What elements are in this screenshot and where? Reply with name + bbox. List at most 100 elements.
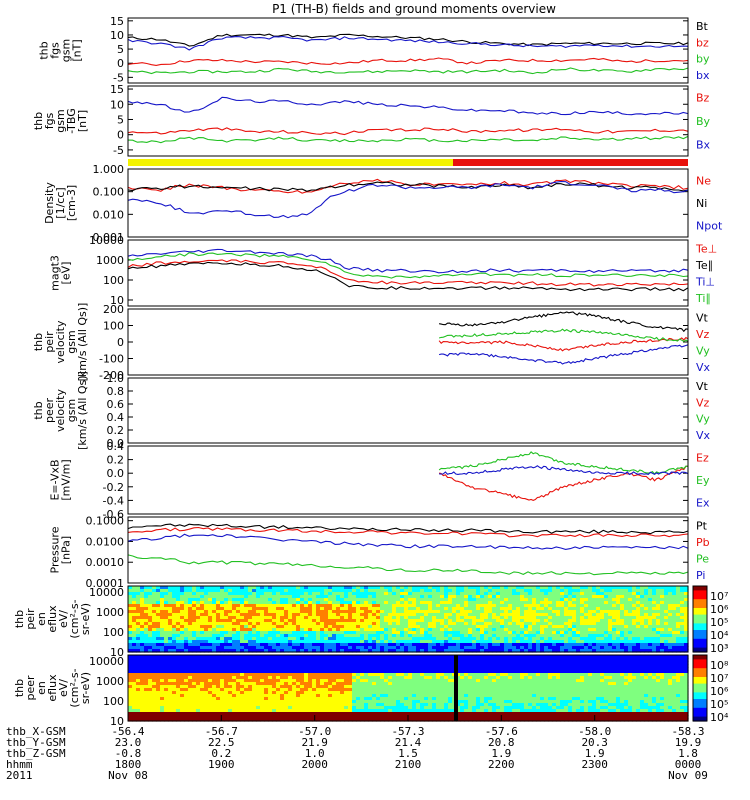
spectrogram-cell: [280, 706, 285, 710]
spectrogram-cell: [204, 586, 209, 590]
spectrogram-cell: [388, 673, 393, 677]
spectrogram-cell: [392, 712, 397, 716]
spectrogram-cell: [316, 619, 321, 623]
spectrogram-cell: [336, 673, 341, 677]
spectrogram-cell: [172, 718, 177, 722]
spectrogram-cell: [528, 619, 533, 623]
spectrogram-cell: [504, 640, 509, 644]
spectrogram-cell: [224, 610, 229, 614]
spectrogram-cell: [192, 640, 197, 644]
spectrogram-cell: [544, 643, 549, 647]
spectrogram-cell: [644, 613, 649, 617]
y-axis-label: [eV]: [60, 262, 73, 285]
spectrogram-cell: [192, 706, 197, 710]
spectrogram-cell: [296, 670, 301, 674]
spectrogram-cell: [356, 619, 361, 623]
spectrogram-cell: [552, 601, 557, 605]
spectrogram-cell: [328, 604, 333, 608]
spectrogram-cell: [292, 589, 297, 593]
spectrogram-cell: [592, 631, 597, 635]
spectrogram-cell: [164, 628, 169, 632]
spectrogram-cell: [268, 589, 273, 593]
spectrogram-cell: [240, 649, 245, 653]
spectrogram-cell: [628, 598, 633, 602]
spectrogram-cell: [484, 637, 489, 641]
spectrogram-cell: [296, 712, 301, 716]
spectrogram-cell: [324, 592, 329, 596]
spectrogram-cell: [184, 691, 189, 695]
spectrogram-cell: [160, 604, 165, 608]
spectrogram-cell: [272, 598, 277, 602]
spectrogram-cell: [424, 649, 429, 653]
spectrogram-cell: [140, 667, 145, 671]
spectrogram-cell: [360, 715, 365, 719]
spectrogram-cell: [432, 604, 437, 608]
spectrogram-cell: [348, 661, 353, 665]
spectrogram-cell: [368, 679, 373, 683]
spectrogram-cell: [580, 643, 585, 647]
spectrogram-cell: [648, 631, 653, 635]
spectrogram-cell: [408, 715, 413, 719]
spectrogram-cell: [156, 649, 161, 653]
spectrogram-cell: [640, 616, 645, 620]
spectrogram-cell: [592, 622, 597, 626]
spectrogram-cell: [524, 619, 529, 623]
spectrogram-cell: [276, 589, 281, 593]
spectrogram-cell: [344, 613, 349, 617]
spectrogram-cell: [572, 589, 577, 593]
spectrogram-cell: [464, 646, 469, 650]
spectrogram-cell: [140, 643, 145, 647]
spectrogram-cell: [500, 604, 505, 608]
spectrogram-cell: [224, 682, 229, 686]
spectrogram-cell: [404, 637, 409, 641]
spectrogram-cell: [312, 676, 317, 680]
spectrogram-cell: [276, 607, 281, 611]
spectrogram-cell: [524, 592, 529, 596]
spectrogram-cell: [628, 586, 633, 590]
spectrogram-cell: [352, 613, 357, 617]
spectrogram-cell: [232, 703, 237, 707]
spectrogram-cell: [512, 643, 517, 647]
spectrogram-cell: [272, 613, 277, 617]
spectrogram-cell: [136, 604, 141, 608]
spectrogram-cell: [280, 628, 285, 632]
spectrogram-cell: [212, 592, 217, 596]
spectrogram-cell: [268, 643, 273, 647]
spectrogram-cell: [560, 616, 565, 620]
spectrogram-cell: [256, 664, 261, 668]
spectrogram-cell: [532, 619, 537, 623]
spectrogram-cell: [348, 703, 353, 707]
spectrogram-cell: [344, 688, 349, 692]
spectrogram-cell: [392, 658, 397, 662]
spectrogram-cell: [316, 694, 321, 698]
spectrogram-cell: [356, 715, 361, 719]
spectrogram-cell: [240, 622, 245, 626]
spectrogram-cell: [384, 622, 389, 626]
spectrogram-cell: [432, 649, 437, 653]
spectrogram-cell: [408, 700, 413, 704]
spectrogram-cell: [520, 589, 525, 593]
spectrogram-cell: [316, 706, 321, 710]
spectrogram-cell: [548, 598, 553, 602]
spectrogram-cell: [380, 703, 385, 707]
spectrogram-cell: [684, 637, 689, 641]
spectrogram-cell: [148, 715, 153, 719]
spectrogram-cell: [280, 589, 285, 593]
spectrogram-cell: [204, 622, 209, 626]
spectrogram-cell: [192, 673, 197, 677]
spectrogram-cell: [316, 625, 321, 629]
spectrogram-cell: [264, 586, 269, 590]
spectrogram-cell: [572, 622, 577, 626]
spectrogram-cell: [632, 601, 637, 605]
spectrogram-cell: [292, 700, 297, 704]
spectrogram-cell: [320, 715, 325, 719]
spectrogram-cell: [132, 670, 137, 674]
spectrogram-cell: [352, 610, 357, 614]
spectrogram-cell: [160, 619, 165, 623]
spectrogram-cell: [260, 670, 265, 674]
panel-frame: [127, 17, 689, 84]
spectrogram-cell: [296, 703, 301, 707]
spectrogram-cell: [136, 697, 141, 701]
spectrogram-cell: [300, 601, 305, 605]
spectrogram-cell: [136, 688, 141, 692]
